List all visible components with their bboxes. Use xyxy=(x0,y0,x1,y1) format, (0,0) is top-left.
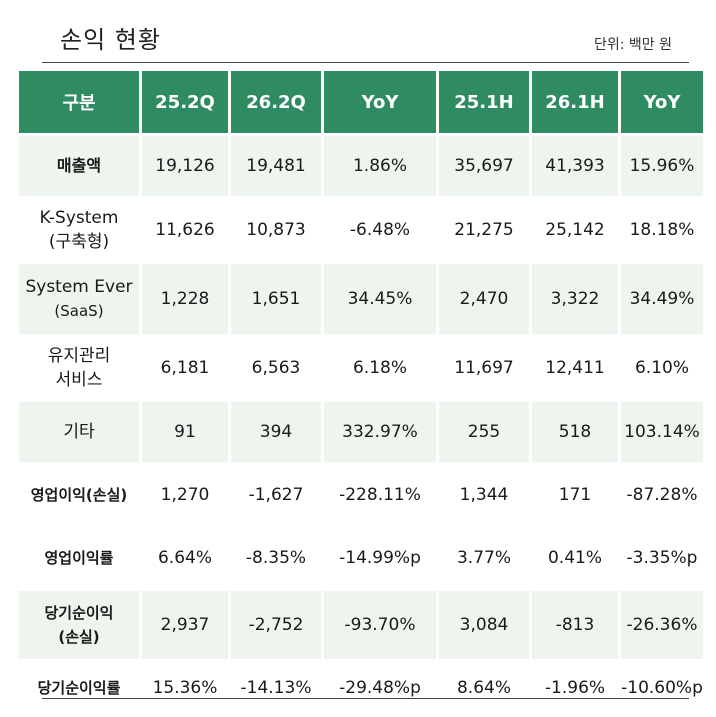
table-cell: -26.36% xyxy=(621,591,703,659)
header-yoy-half: YoY xyxy=(621,71,703,133)
table-cell: 34.49% xyxy=(621,264,703,334)
row-label: 매출액 xyxy=(19,136,139,196)
header-25-1h: 25.1H xyxy=(439,71,529,133)
header-26-1h: 26.1H xyxy=(532,71,618,133)
table-row: 당기순이익률 15.36% -14.13% -29.48%p 8.64% -1.… xyxy=(19,662,703,714)
table-cell: 6.64% xyxy=(157,548,212,568)
table-cell: -10.60%p xyxy=(621,678,703,698)
table-cell: 12,411 xyxy=(545,358,605,378)
table-cell: 1,228 xyxy=(142,264,228,334)
table-cell: 11,697 xyxy=(454,358,514,378)
table-cell: -87.28% xyxy=(626,485,698,505)
table-cell: -29.48%p xyxy=(339,678,421,698)
table-cell: 15.96% xyxy=(621,136,703,196)
table-cell: 0.41% xyxy=(547,548,602,568)
table-cell: 332.97% xyxy=(324,402,436,462)
table-cell: 91 xyxy=(142,402,228,462)
table-cell: 1.86% xyxy=(324,136,436,196)
table-row: 기타 91 394 332.97% 255 518 103.14% xyxy=(19,402,703,462)
bottom-divider xyxy=(42,698,689,699)
table-cell: -93.70% xyxy=(324,591,436,659)
header-yoy-quarter: YoY xyxy=(324,71,436,133)
table-cell: 6.10% xyxy=(634,358,689,378)
table-row: K-System (구축형) 11,626 10,873 -6.48% 21,27… xyxy=(19,199,703,261)
top-divider xyxy=(42,62,689,63)
row-label: K-System (구축형) xyxy=(39,208,119,252)
table-cell: -2,752 xyxy=(231,591,321,659)
table-cell: 19,126 xyxy=(142,136,228,196)
table-cell: 21,275 xyxy=(454,220,514,240)
table-row: 매출액 19,126 19,481 1.86% 35,697 41,393 15… xyxy=(19,136,703,196)
table-cell: 3.77% xyxy=(456,548,511,568)
table-cell: 10,873 xyxy=(246,220,306,240)
table-cell: 2,937 xyxy=(142,591,228,659)
table-row: 영업이익률 6.64% -8.35% -14.99%p 3.77% 0.41% … xyxy=(19,528,703,588)
table-cell: 103.14% xyxy=(621,402,703,462)
table-cell: 8.64% xyxy=(456,678,511,698)
table-row: 유지관리 서비스 6,181 6,563 6.18% 11,697 12,411 … xyxy=(19,337,703,399)
table-cell: 1,651 xyxy=(231,264,321,334)
table-cell: -14.99%p xyxy=(339,548,421,568)
table-cell: -228.11% xyxy=(339,485,421,505)
table-cell: 15.36% xyxy=(152,678,218,698)
table-cell: 6,181 xyxy=(160,358,210,378)
table-cell: 2,470 xyxy=(439,264,529,334)
table-cell: 394 xyxy=(231,402,321,462)
table-cell: 6,563 xyxy=(251,358,301,378)
row-label: 유지관리 서비스 xyxy=(47,346,111,390)
table-cell: -1,627 xyxy=(248,485,304,505)
table-cell: 25,142 xyxy=(545,220,605,240)
row-label: 영업이익률 xyxy=(44,549,114,567)
row-label: System Ever (SaaS) xyxy=(19,264,139,334)
table-row: 당기순이익 (손실) 2,937 -2,752 -93.70% 3,084 -81… xyxy=(19,591,703,659)
table-cell: 3,084 xyxy=(439,591,529,659)
header-25-2q: 25.2Q xyxy=(142,71,228,133)
header-26-2q: 26.2Q xyxy=(231,71,321,133)
income-table: 구분 25.2Q 26.2Q YoY 25.1H 26.1H YoY 매출액 1… xyxy=(16,68,706,717)
table-cell: 11,626 xyxy=(155,220,215,240)
table-cell: -3.35%p xyxy=(626,548,698,568)
table-cell: 35,697 xyxy=(439,136,529,196)
header-category: 구분 xyxy=(19,71,139,133)
table-cell: 18.18% xyxy=(629,220,695,240)
table-cell: -1.96% xyxy=(544,678,606,698)
table-cell: 34.45% xyxy=(324,264,436,334)
table-cell: -14.13% xyxy=(240,678,312,698)
table-cell: -813 xyxy=(532,591,618,659)
row-label: 기타 xyxy=(19,402,139,462)
table-cell: 255 xyxy=(439,402,529,462)
table-cell: 41,393 xyxy=(532,136,618,196)
table-cell: 3,322 xyxy=(532,264,618,334)
table-cell: -6.48% xyxy=(349,220,411,240)
table-cell: 1,270 xyxy=(160,485,210,505)
table-cell: 1,344 xyxy=(459,485,509,505)
table-cell: 171 xyxy=(558,485,592,505)
table-row: System Ever (SaaS) 1,228 1,651 34.45% 2,4… xyxy=(19,264,703,334)
row-label: 당기순이익 (손실) xyxy=(19,591,139,659)
row-label: 영업이익(손실) xyxy=(30,486,128,504)
row-label: 당기순이익률 xyxy=(37,679,121,697)
table-row: 영업이익(손실) 1,270 -1,627 -228.11% 1,344 171… xyxy=(19,465,703,525)
unit-note: 단위: 백만 원 xyxy=(593,37,672,53)
table-cell: -8.35% xyxy=(245,548,307,568)
header-row: 구분 25.2Q 26.2Q YoY 25.1H 26.1H YoY xyxy=(19,71,703,133)
table-cell: 518 xyxy=(532,402,618,462)
page-title: 손익 현황 xyxy=(60,26,161,54)
table-cell: 6.18% xyxy=(352,358,407,378)
table-cell: 19,481 xyxy=(231,136,321,196)
